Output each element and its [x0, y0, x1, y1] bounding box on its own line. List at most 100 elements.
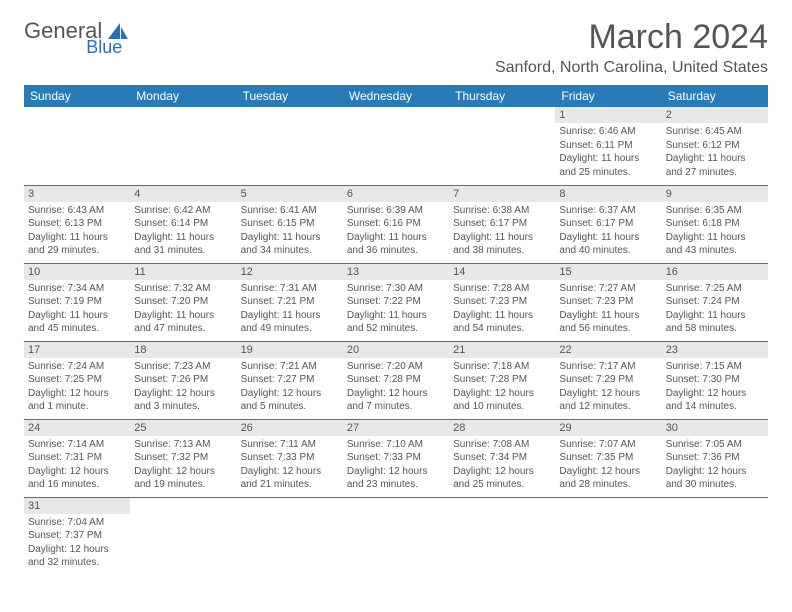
day-number: 21 [449, 342, 555, 358]
page-title: March 2024 [588, 18, 768, 57]
day-number: 12 [237, 264, 343, 280]
day-info: Sunrise: 6:35 AMSunset: 6:18 PMDaylight:… [662, 202, 768, 262]
day-number: 4 [130, 186, 236, 202]
day-number: 7 [449, 186, 555, 202]
calendar-cell [130, 497, 236, 575]
logo: General Blue [24, 18, 130, 44]
calendar-cell: 18Sunrise: 7:23 AMSunset: 7:26 PMDayligh… [130, 341, 236, 419]
day-number: 30 [662, 420, 768, 436]
calendar-cell: 2Sunrise: 6:45 AMSunset: 6:12 PMDaylight… [662, 107, 768, 185]
day-info: Sunrise: 7:08 AMSunset: 7:34 PMDaylight:… [449, 436, 555, 496]
day-info: Sunrise: 7:25 AMSunset: 7:24 PMDaylight:… [662, 280, 768, 340]
weekday-header: Tuesday [237, 85, 343, 107]
calendar-cell: 4Sunrise: 6:42 AMSunset: 6:14 PMDaylight… [130, 185, 236, 263]
day-number: 28 [449, 420, 555, 436]
weekday-header: Saturday [662, 85, 768, 107]
calendar-cell: 31Sunrise: 7:04 AMSunset: 7:37 PMDayligh… [24, 497, 130, 575]
day-number: 26 [237, 420, 343, 436]
day-info: Sunrise: 6:39 AMSunset: 6:16 PMDaylight:… [343, 202, 449, 262]
logo-text-2: Blue [86, 37, 122, 58]
day-info: Sunrise: 7:10 AMSunset: 7:33 PMDaylight:… [343, 436, 449, 496]
day-number: 19 [237, 342, 343, 358]
header: General Blue March 2024 [24, 18, 768, 57]
calendar-cell [24, 107, 130, 185]
weekday-header: Sunday [24, 85, 130, 107]
day-info: Sunrise: 6:37 AMSunset: 6:17 PMDaylight:… [555, 202, 661, 262]
day-number: 1 [555, 107, 661, 123]
calendar-cell: 27Sunrise: 7:10 AMSunset: 7:33 PMDayligh… [343, 419, 449, 497]
day-info: Sunrise: 7:27 AMSunset: 7:23 PMDaylight:… [555, 280, 661, 340]
day-number: 11 [130, 264, 236, 280]
day-number: 17 [24, 342, 130, 358]
day-info: Sunrise: 7:32 AMSunset: 7:20 PMDaylight:… [130, 280, 236, 340]
day-info: Sunrise: 7:07 AMSunset: 7:35 PMDaylight:… [555, 436, 661, 496]
calendar-cell: 10Sunrise: 7:34 AMSunset: 7:19 PMDayligh… [24, 263, 130, 341]
day-info: Sunrise: 7:34 AMSunset: 7:19 PMDaylight:… [24, 280, 130, 340]
location-text: Sanford, North Carolina, United States [24, 59, 768, 77]
day-info: Sunrise: 7:31 AMSunset: 7:21 PMDaylight:… [237, 280, 343, 340]
day-info: Sunrise: 6:38 AMSunset: 6:17 PMDaylight:… [449, 202, 555, 262]
calendar-table: SundayMondayTuesdayWednesdayThursdayFrid… [24, 85, 768, 575]
weekday-header: Monday [130, 85, 236, 107]
calendar-cell [449, 107, 555, 185]
calendar-cell: 30Sunrise: 7:05 AMSunset: 7:36 PMDayligh… [662, 419, 768, 497]
calendar-cell: 25Sunrise: 7:13 AMSunset: 7:32 PMDayligh… [130, 419, 236, 497]
day-number: 22 [555, 342, 661, 358]
weekday-header: Wednesday [343, 85, 449, 107]
day-number: 31 [24, 498, 130, 514]
day-number: 25 [130, 420, 236, 436]
calendar-cell: 16Sunrise: 7:25 AMSunset: 7:24 PMDayligh… [662, 263, 768, 341]
day-number: 23 [662, 342, 768, 358]
day-info: Sunrise: 6:41 AMSunset: 6:15 PMDaylight:… [237, 202, 343, 262]
day-info: Sunrise: 7:13 AMSunset: 7:32 PMDaylight:… [130, 436, 236, 496]
day-number: 10 [24, 264, 130, 280]
day-number: 13 [343, 264, 449, 280]
calendar-cell: 26Sunrise: 7:11 AMSunset: 7:33 PMDayligh… [237, 419, 343, 497]
day-info: Sunrise: 6:43 AMSunset: 6:13 PMDaylight:… [24, 202, 130, 262]
day-info: Sunrise: 7:30 AMSunset: 7:22 PMDaylight:… [343, 280, 449, 340]
calendar-cell [237, 497, 343, 575]
calendar-cell: 17Sunrise: 7:24 AMSunset: 7:25 PMDayligh… [24, 341, 130, 419]
calendar-cell [555, 497, 661, 575]
calendar-cell: 24Sunrise: 7:14 AMSunset: 7:31 PMDayligh… [24, 419, 130, 497]
calendar-cell: 15Sunrise: 7:27 AMSunset: 7:23 PMDayligh… [555, 263, 661, 341]
day-number: 5 [237, 186, 343, 202]
day-info: Sunrise: 7:18 AMSunset: 7:28 PMDaylight:… [449, 358, 555, 418]
calendar-cell: 8Sunrise: 6:37 AMSunset: 6:17 PMDaylight… [555, 185, 661, 263]
weekday-header: Friday [555, 85, 661, 107]
day-number: 18 [130, 342, 236, 358]
day-number: 15 [555, 264, 661, 280]
day-info: Sunrise: 6:42 AMSunset: 6:14 PMDaylight:… [130, 202, 236, 262]
day-number: 27 [343, 420, 449, 436]
calendar-cell [449, 497, 555, 575]
calendar-cell: 23Sunrise: 7:15 AMSunset: 7:30 PMDayligh… [662, 341, 768, 419]
day-number: 29 [555, 420, 661, 436]
calendar-cell: 11Sunrise: 7:32 AMSunset: 7:20 PMDayligh… [130, 263, 236, 341]
calendar-cell: 14Sunrise: 7:28 AMSunset: 7:23 PMDayligh… [449, 263, 555, 341]
day-info: Sunrise: 6:45 AMSunset: 6:12 PMDaylight:… [662, 123, 768, 183]
day-info: Sunrise: 6:46 AMSunset: 6:11 PMDaylight:… [555, 123, 661, 183]
calendar-cell: 12Sunrise: 7:31 AMSunset: 7:21 PMDayligh… [237, 263, 343, 341]
calendar-cell: 21Sunrise: 7:18 AMSunset: 7:28 PMDayligh… [449, 341, 555, 419]
day-info: Sunrise: 7:14 AMSunset: 7:31 PMDaylight:… [24, 436, 130, 496]
calendar-cell: 6Sunrise: 6:39 AMSunset: 6:16 PMDaylight… [343, 185, 449, 263]
day-info: Sunrise: 7:24 AMSunset: 7:25 PMDaylight:… [24, 358, 130, 418]
calendar-cell: 28Sunrise: 7:08 AMSunset: 7:34 PMDayligh… [449, 419, 555, 497]
calendar-cell: 29Sunrise: 7:07 AMSunset: 7:35 PMDayligh… [555, 419, 661, 497]
calendar-cell: 9Sunrise: 6:35 AMSunset: 6:18 PMDaylight… [662, 185, 768, 263]
calendar-cell: 7Sunrise: 6:38 AMSunset: 6:17 PMDaylight… [449, 185, 555, 263]
calendar-cell [343, 107, 449, 185]
calendar-cell [662, 497, 768, 575]
calendar-body: 1Sunrise: 6:46 AMSunset: 6:11 PMDaylight… [24, 107, 768, 575]
day-number: 14 [449, 264, 555, 280]
calendar-header: SundayMondayTuesdayWednesdayThursdayFrid… [24, 85, 768, 107]
day-number: 16 [662, 264, 768, 280]
weekday-header: Thursday [449, 85, 555, 107]
day-number: 9 [662, 186, 768, 202]
day-info: Sunrise: 7:23 AMSunset: 7:26 PMDaylight:… [130, 358, 236, 418]
day-info: Sunrise: 7:28 AMSunset: 7:23 PMDaylight:… [449, 280, 555, 340]
calendar-cell: 1Sunrise: 6:46 AMSunset: 6:11 PMDaylight… [555, 107, 661, 185]
day-info: Sunrise: 7:11 AMSunset: 7:33 PMDaylight:… [237, 436, 343, 496]
day-info: Sunrise: 7:04 AMSunset: 7:37 PMDaylight:… [24, 514, 130, 574]
calendar-cell: 19Sunrise: 7:21 AMSunset: 7:27 PMDayligh… [237, 341, 343, 419]
